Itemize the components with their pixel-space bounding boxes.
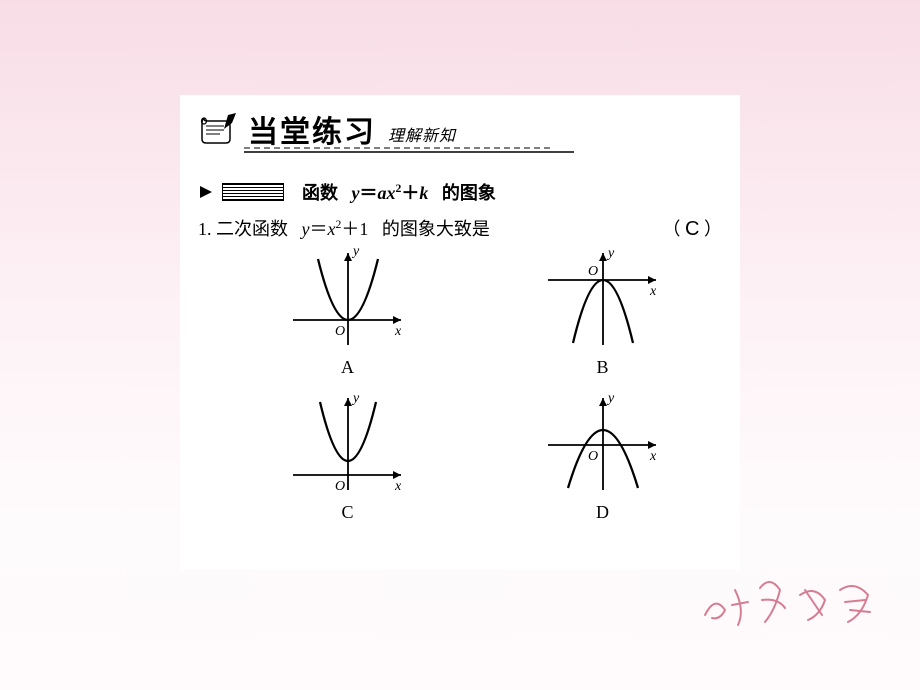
o-label-C: O: [335, 479, 345, 494]
graph-C-label: C: [341, 502, 353, 523]
y-label-C: y: [351, 391, 360, 406]
watermark-calligraphy: [690, 560, 890, 640]
o-label-A: O: [335, 324, 345, 339]
sym-eq: ＝: [360, 183, 378, 203]
graph-B: y x O B: [525, 245, 680, 378]
q-num: 1.: [198, 219, 212, 239]
graph-D: y x O D: [525, 390, 680, 523]
close-paren: ）: [704, 219, 722, 239]
section-prefix: 函数: [302, 183, 338, 203]
graph-A: y x O A: [270, 245, 425, 378]
sym-a: a: [378, 183, 387, 203]
x-label-C: x: [394, 479, 402, 494]
sub-title: 理解新知: [388, 122, 456, 146]
answer-block: （ C ）: [663, 215, 722, 241]
graph-B-label: B: [596, 357, 608, 378]
x-label-D: x: [649, 449, 657, 464]
q-sym-one: 1: [359, 219, 368, 239]
x-label-B: x: [649, 284, 657, 299]
q-prefix: 二次函数: [216, 219, 288, 239]
section-row: 函数 y＝ax2＋k 的图象: [180, 159, 740, 209]
sym-y: y: [352, 183, 360, 203]
x-label-A: x: [394, 324, 402, 339]
y-label-B: y: [606, 246, 615, 261]
q-sym-y: y: [302, 219, 310, 239]
sym-x: x: [387, 183, 396, 203]
answer-letter: C: [685, 218, 699, 240]
pointer-right-icon: [198, 184, 214, 200]
open-paren: （: [663, 219, 681, 239]
graph-D-svg: y x O: [538, 390, 668, 500]
o-label-D: O: [588, 449, 598, 464]
question-text: 1. 二次函数 y＝x2＋1 的图象大致是: [198, 215, 663, 241]
q-suffix: 的图象大致是: [382, 219, 490, 239]
title-underline: [244, 145, 574, 155]
q-sym-x: x: [328, 219, 336, 239]
o-label-B: O: [588, 264, 598, 279]
graphs-grid: y x O A y x O B: [180, 241, 740, 533]
graph-A-svg: y x O: [283, 245, 413, 355]
sym-k: k: [419, 183, 428, 203]
q-sym-eq: ＝: [310, 219, 328, 239]
y-label-D: y: [606, 391, 615, 406]
graph-A-label: A: [341, 357, 354, 378]
y-label-A: y: [351, 245, 360, 259]
content-panel: 当堂练习 理解新知 函数 y＝ax2＋k 的图象 1. 二次函数 y＝x2＋1 …: [180, 95, 740, 570]
graph-C: y x O C: [270, 390, 425, 523]
sym-plus: ＋: [401, 183, 419, 203]
section-suffix: 的图象: [442, 183, 496, 203]
knowledge-point-badge: [222, 183, 284, 201]
q-sym-plus: ＋: [341, 219, 359, 239]
section-title: 函数 y＝ax2＋k 的图象: [302, 179, 496, 205]
graph-C-svg: y x O: [283, 390, 413, 500]
question-row: 1. 二次函数 y＝x2＋1 的图象大致是 （ C ）: [180, 209, 740, 241]
graph-D-label: D: [596, 502, 609, 523]
graph-B-svg: y x O: [538, 245, 668, 355]
scroll-quill-icon: [198, 111, 240, 147]
